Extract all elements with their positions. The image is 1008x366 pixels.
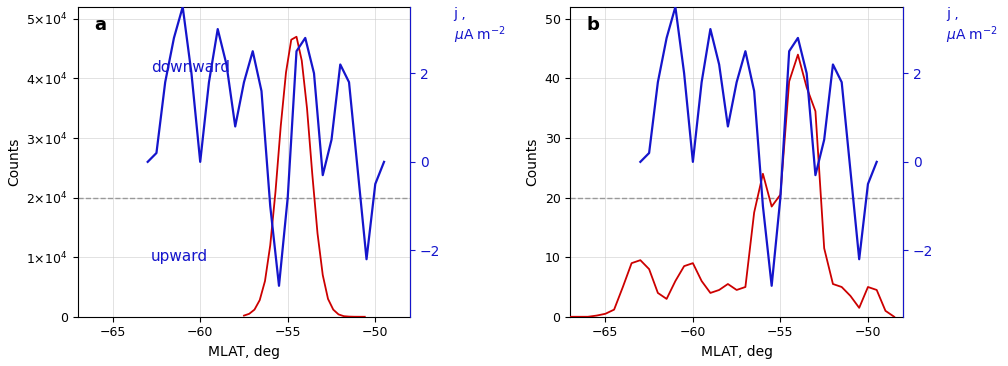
Y-axis label: j ,
$\mu$A m$^{-2}$: j , $\mu$A m$^{-2}$	[947, 7, 998, 46]
Y-axis label: j ,
$\mu$A m$^{-2}$: j , $\mu$A m$^{-2}$	[454, 7, 505, 46]
Y-axis label: Counts: Counts	[525, 138, 539, 186]
Y-axis label: Counts: Counts	[7, 138, 21, 186]
Text: b: b	[587, 16, 600, 34]
Text: a: a	[95, 16, 106, 34]
X-axis label: MLAT, deg: MLAT, deg	[701, 345, 773, 359]
Text: upward: upward	[151, 249, 208, 264]
Text: downward: downward	[151, 60, 230, 75]
X-axis label: MLAT, deg: MLAT, deg	[208, 345, 280, 359]
